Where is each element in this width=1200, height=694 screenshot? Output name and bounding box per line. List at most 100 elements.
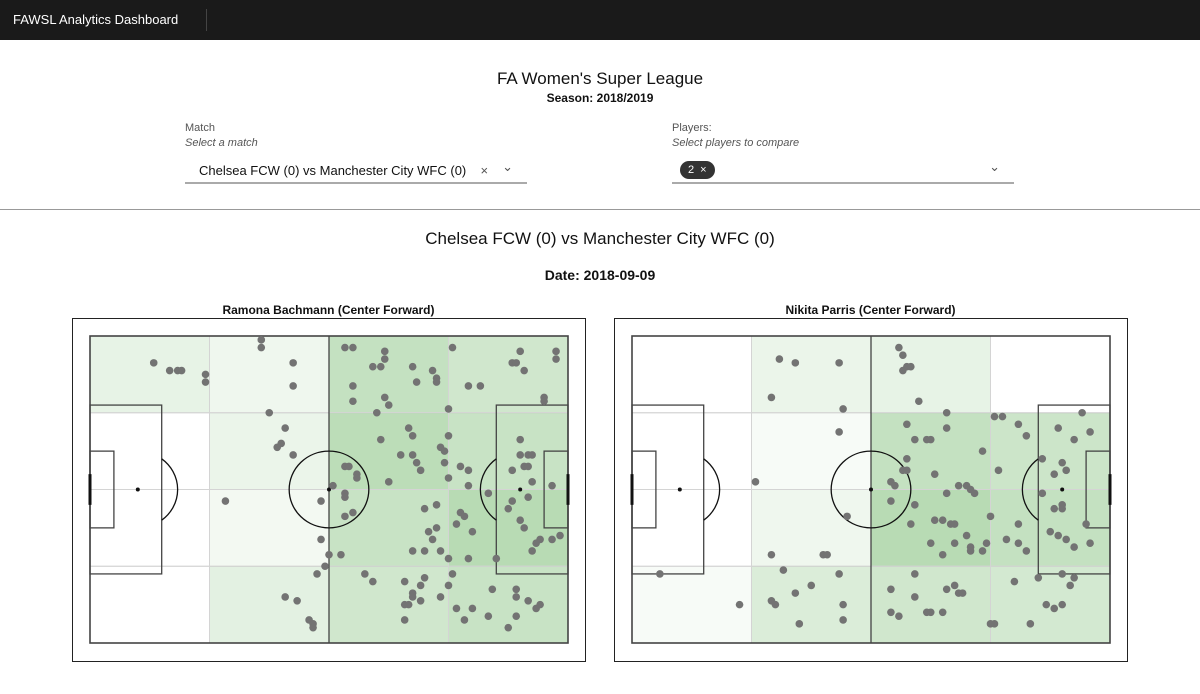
event-point [452,604,461,613]
chevron-down-icon[interactable]: ⌄ [502,159,513,174]
event-point [536,600,544,609]
event-point [520,366,528,375]
event-point [337,550,345,559]
center-circle [288,450,370,529]
event-point [384,401,393,409]
event-point [540,397,548,406]
event-point [408,451,417,459]
event-point [942,585,951,594]
page-title: FA Women's Super League [496,69,704,88]
event-point [891,481,899,490]
event-point [380,393,389,402]
event-point [460,616,469,624]
event-point [528,478,536,486]
event-point [548,535,556,544]
event-point [448,343,457,352]
event-point [911,435,919,444]
zone-cell [89,565,210,644]
event-point [835,570,843,578]
event-point [938,550,947,559]
event-point [444,474,453,482]
event-point [978,547,987,555]
event-point [775,355,784,363]
event-point [1046,527,1055,536]
event-point [313,570,321,578]
event-point [412,458,421,467]
event-point [823,550,831,559]
zone-cell [328,489,449,567]
zone-cell [209,335,330,414]
event-point [444,581,453,590]
event-point [942,424,951,432]
event-point [1070,543,1078,551]
event-point [552,355,560,363]
event-point [361,570,369,578]
clear-icon[interactable]: × [480,162,489,178]
event-point [887,608,895,617]
event-point [281,424,289,432]
selected-count-chip[interactable]: 2 × [680,161,715,179]
event-point [201,378,210,386]
event-point [201,370,210,379]
event-point [484,489,493,498]
event-point [464,554,473,563]
event-point [349,382,357,390]
chevron-down-icon[interactable]: ⌄ [989,159,1000,174]
event-point [349,343,357,352]
event-point [504,623,513,632]
event-point [903,455,911,463]
event-point [839,405,847,413]
event-point [424,527,433,536]
event-point [165,366,174,375]
event-point [484,612,493,620]
event-point [408,547,417,555]
event-point [839,600,847,609]
event-point [420,504,429,513]
event-point [998,412,1007,421]
event-point [289,359,297,367]
zone-cell [328,412,449,490]
event-point [464,382,473,390]
penalty-arc [1021,458,1039,521]
match-select[interactable]: Chelsea FCW (0) vs Manchester City WFC (… [185,158,527,184]
event-point [289,451,297,459]
event-point [349,397,357,406]
zone-cell [631,335,752,414]
event-point [1034,573,1043,582]
event-point [1002,535,1011,544]
players-select[interactable]: 2 × ⌄ [672,158,1014,184]
event-point [524,493,532,501]
event-point [177,366,186,375]
event-point [1070,573,1078,582]
event-point [376,362,385,371]
event-point [512,585,521,594]
penalty-arc [479,458,497,521]
event-point [903,420,911,429]
event-point [476,382,485,390]
event-point [512,593,521,601]
event-point [779,566,788,574]
event-point [958,589,967,597]
event-point [432,378,441,386]
event-point [345,462,353,471]
event-point [452,520,461,528]
event-point [907,362,915,371]
event-point [1026,620,1035,628]
zone-cell [328,565,449,644]
event-point [341,512,349,521]
player-2-pitch [630,335,1112,644]
chip-clear-icon[interactable]: × [700,164,707,176]
event-point [1050,504,1059,513]
event-point [938,516,947,524]
event-point [321,562,329,571]
event-point [1054,531,1063,540]
event-point [656,570,664,578]
event-point [990,620,999,628]
app-title[interactable]: FAWSL Analytics Dashboard [0,9,208,31]
event-point [317,535,325,544]
zone-cell [209,412,330,490]
zone-cell [870,335,991,414]
event-point [887,585,895,594]
event-point [938,608,947,617]
event-point [839,616,847,624]
